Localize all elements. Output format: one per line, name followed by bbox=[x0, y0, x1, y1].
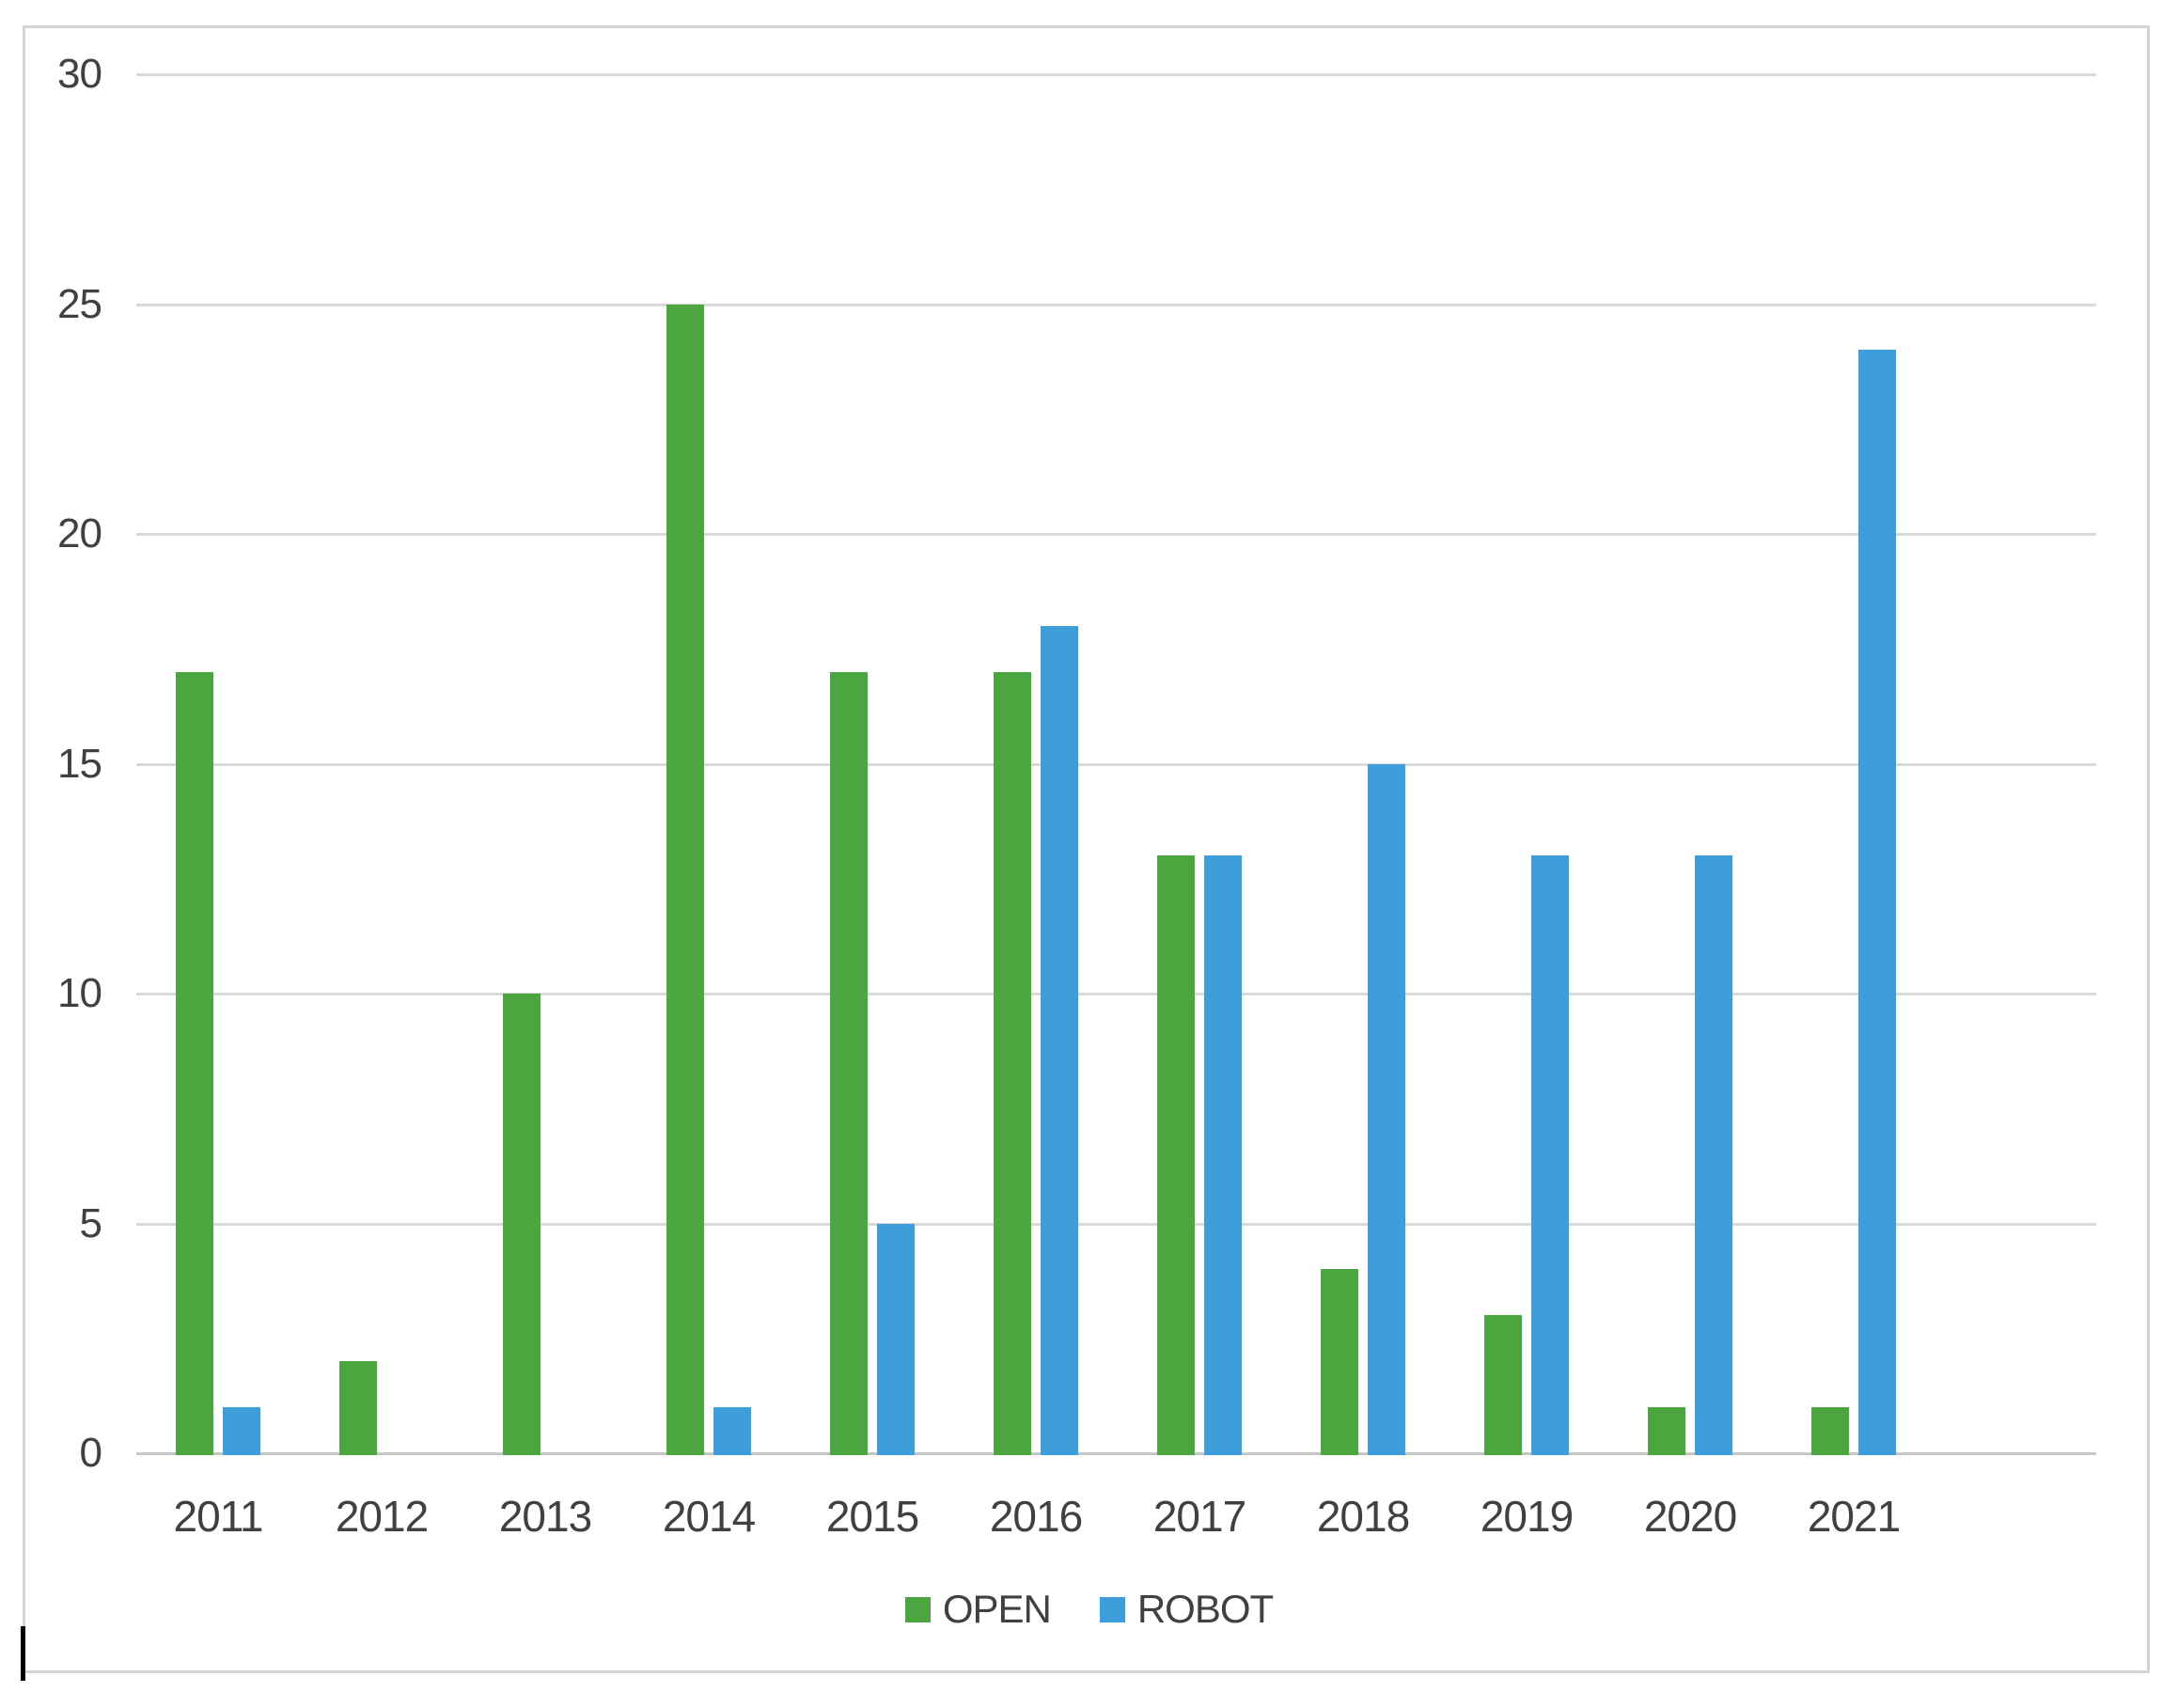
x-tick-label-2013: 2013 bbox=[498, 1492, 592, 1541]
x-tick-label-2019: 2019 bbox=[1480, 1492, 1574, 1541]
bar-open-2018 bbox=[1321, 1269, 1358, 1455]
chart-frame bbox=[23, 25, 2150, 1673]
gridline-y-5 bbox=[136, 1222, 2096, 1226]
legend-swatch-icon bbox=[1099, 1596, 1125, 1622]
bar-open-2020 bbox=[1648, 1407, 1685, 1455]
y-tick-label-25: 25 bbox=[57, 280, 102, 327]
gridline-y-15 bbox=[136, 762, 2096, 766]
y-tick-label-30: 30 bbox=[57, 51, 102, 97]
bar-robot-2017 bbox=[1204, 855, 1242, 1455]
legend-item-robot: ROBOT bbox=[1099, 1587, 1274, 1631]
y-tick-label-5: 5 bbox=[79, 1199, 102, 1246]
x-tick-label-2011: 2011 bbox=[173, 1492, 264, 1541]
x-tick-label-2021: 2021 bbox=[1807, 1492, 1901, 1541]
x-tick-label-2016: 2016 bbox=[989, 1492, 1083, 1541]
bar-robot-2019 bbox=[1531, 855, 1569, 1455]
bar-open-2021 bbox=[1811, 1407, 1849, 1455]
y-tick-label-10: 10 bbox=[57, 970, 102, 1016]
legend-swatch-icon bbox=[904, 1596, 931, 1622]
bar-robot-2021 bbox=[1858, 350, 1896, 1455]
bar-robot-2015 bbox=[877, 1223, 915, 1455]
x-tick-label-2018: 2018 bbox=[1316, 1492, 1410, 1541]
bar-open-2012 bbox=[339, 1361, 377, 1455]
y-tick-label-20: 20 bbox=[57, 510, 102, 556]
x-tick-label-2017: 2017 bbox=[1152, 1492, 1246, 1541]
bar-open-2014 bbox=[666, 304, 704, 1455]
legend-label: ROBOT bbox=[1136, 1587, 1274, 1631]
x-axis-line bbox=[136, 1452, 2096, 1455]
x-tick-label-2014: 2014 bbox=[662, 1492, 756, 1541]
bar-robot-2014 bbox=[713, 1407, 751, 1455]
legend: OPEN ROBOT bbox=[0, 1589, 2178, 1630]
bar-robot-2016 bbox=[1041, 625, 1078, 1455]
bar-open-2019 bbox=[1484, 1315, 1522, 1455]
bar-robot-2020 bbox=[1695, 855, 1732, 1455]
bar-open-2016 bbox=[994, 671, 1031, 1455]
x-tick-label-2015: 2015 bbox=[825, 1492, 919, 1541]
bar-robot-2018 bbox=[1368, 763, 1405, 1455]
bar-open-2015 bbox=[830, 671, 868, 1455]
y-tick-label-0: 0 bbox=[79, 1430, 102, 1476]
bar-open-2017 bbox=[1157, 855, 1195, 1455]
gridline-y-20 bbox=[136, 533, 2096, 536]
gridline-y-25 bbox=[136, 303, 2096, 306]
x-tick-label-2020: 2020 bbox=[1643, 1492, 1737, 1541]
y-tick-label-15: 15 bbox=[57, 740, 102, 787]
bar-open-2011 bbox=[176, 671, 213, 1455]
text-cursor-artifact bbox=[21, 1626, 25, 1681]
legend-item-open: OPEN bbox=[904, 1587, 1052, 1631]
x-tick-label-2012: 2012 bbox=[335, 1492, 429, 1541]
gridline-y-30 bbox=[136, 73, 2096, 76]
legend-label: OPEN bbox=[942, 1587, 1052, 1631]
bar-open-2013 bbox=[503, 994, 541, 1455]
gridline-y-10 bbox=[136, 993, 2096, 995]
bar-robot-2011 bbox=[223, 1407, 260, 1455]
